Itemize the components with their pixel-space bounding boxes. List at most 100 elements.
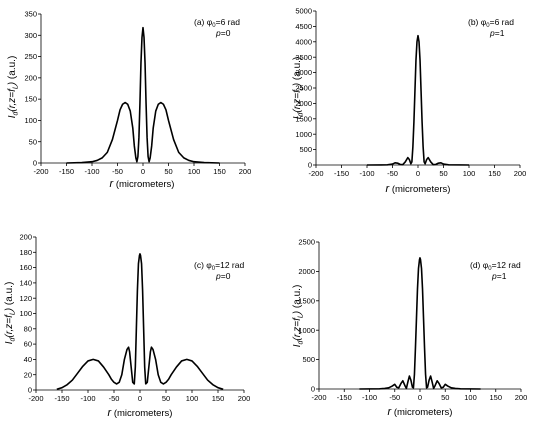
- y-tick-label: 140: [19, 279, 32, 288]
- axis-lines: [35, 237, 244, 391]
- y-tick-label: 5000: [295, 7, 312, 16]
- y-axis-unit: (a.u.): [292, 285, 303, 311]
- x-tick-label: -100: [84, 167, 99, 176]
- y-tick-label: 2000: [298, 267, 315, 276]
- phi-value: =12 rad: [492, 260, 521, 270]
- y-tick-label: 0: [308, 161, 312, 170]
- x-tick-label: 100: [186, 394, 199, 403]
- x-tick-label: 150: [213, 167, 226, 176]
- x-axis-label: r (micrometers): [110, 178, 175, 190]
- y-axis-unit: (a.u.): [4, 282, 15, 308]
- x-tick-label: -50: [387, 169, 398, 178]
- y-axis-label: Id(r,z=fL) (a.u.): [7, 56, 20, 119]
- p-annotation: p=1: [491, 271, 507, 281]
- x-tick-label: 150: [488, 169, 501, 178]
- chart-panel-b: -200 -150 -100 -50 0 50 100 150 2000500100015002…: [292, 7, 526, 195]
- x-tick-label: 200: [514, 169, 527, 178]
- y-tick-label: 350: [24, 10, 37, 19]
- y-tick-label: 200: [19, 233, 32, 242]
- y-axis-symbol: I: [7, 115, 18, 118]
- y-axis-subscript: d: [13, 111, 20, 116]
- x-tick-label: -200: [311, 393, 326, 402]
- y-axis-subscript: L: [10, 311, 17, 315]
- y-tick-label: 100: [19, 309, 32, 318]
- x-tick-label: 150: [212, 394, 225, 403]
- x-tick-label: -100: [359, 169, 374, 178]
- chart-panel-a: -200 -150 -100 -50 0 50 100 150 200 0 50 100 150 200 2…: [7, 10, 251, 190]
- x-tick-label: -200: [308, 169, 323, 178]
- x-tick-label: -100: [362, 393, 377, 402]
- y-tick-label: 250: [24, 52, 37, 61]
- x-tick-label: 0: [141, 167, 145, 176]
- p-value: =0: [221, 28, 231, 38]
- x-tick-label: -50: [109, 394, 120, 403]
- panel-annotation: (d) φ0=12 rad: [470, 260, 521, 272]
- x-tick-label: -150: [54, 394, 69, 403]
- x-tick-label: 50: [164, 167, 172, 176]
- axis-lines: [40, 14, 245, 164]
- series-line: [366, 34, 470, 166]
- y-axis-unit: (a.u.): [292, 57, 303, 83]
- y-axis-argument: (r,z=f: [7, 88, 18, 112]
- y-axis-symbol: I: [292, 116, 303, 119]
- x-axis-unit: (micrometers): [389, 184, 450, 195]
- x-axis-symbol: r: [110, 178, 115, 190]
- y-tick-label: 0: [311, 385, 315, 394]
- y-axis-label: Id(r,z=fL) (a.u.): [292, 285, 305, 348]
- y-tick-label: 3000: [295, 68, 312, 77]
- y-axis-symbol: I: [292, 344, 303, 347]
- x-axis-unit: (micrometers): [391, 407, 452, 418]
- y-tick-label: 200: [24, 73, 37, 82]
- panel-id: (c): [194, 260, 206, 270]
- x-tick-label: 100: [463, 169, 476, 178]
- p-symbol: p: [215, 271, 221, 281]
- y-tick-label: 20: [24, 370, 32, 379]
- x-tick-label: 150: [489, 393, 502, 402]
- x-tick-label: 50: [439, 169, 447, 178]
- y-tick-label: 120: [19, 294, 32, 303]
- phi-symbol: φ: [483, 260, 489, 270]
- y-tick-label: 0: [33, 159, 37, 168]
- y-tick-label: 500: [299, 145, 312, 154]
- panel-id: (d): [470, 260, 483, 270]
- y-tick-label: 2500: [298, 238, 315, 247]
- y-tick-label: 1500: [295, 114, 312, 123]
- series-line: [56, 253, 224, 391]
- y-axis-paren: ): [7, 82, 18, 86]
- phi-subscript: 0: [488, 266, 492, 272]
- panel-id: (b): [468, 17, 481, 27]
- x-tick-label: 0: [416, 169, 420, 178]
- p-value: =0: [221, 271, 231, 281]
- phi-value: =6 rad: [216, 17, 241, 27]
- x-tick-label: 200: [238, 394, 251, 403]
- y-axis-subscript: L: [13, 85, 20, 89]
- chart-panel-c: -200 -150 -100 -50 0 50 100 150 200 0 20 40 60 80 100 1…: [4, 233, 250, 419]
- y-axis-unit: (a.u.): [7, 56, 18, 82]
- p-annotation: p=1: [489, 28, 505, 38]
- x-axis-label: r (micrometers): [386, 183, 451, 195]
- panel-annotation: (b) φ0=6 rad: [468, 17, 514, 29]
- x-tick-label: 200: [239, 167, 252, 176]
- y-tick-label: 80: [24, 324, 32, 333]
- x-tick-label: -50: [112, 167, 123, 176]
- y-tick-label: 40: [24, 355, 32, 364]
- x-tick-label: -100: [80, 394, 95, 403]
- y-tick-label: 4000: [295, 37, 312, 46]
- series-line: [66, 26, 220, 164]
- x-tick-label: 100: [464, 393, 477, 402]
- y-tick-label: 1000: [298, 326, 315, 335]
- x-tick-label: 50: [441, 393, 449, 402]
- p-value: =1: [495, 28, 505, 38]
- x-tick-label: 100: [188, 167, 201, 176]
- y-tick-label: 500: [302, 355, 315, 364]
- p-annotation: p=0: [215, 271, 231, 281]
- y-axis-subscript: L: [298, 86, 305, 90]
- y-tick-label: 3500: [295, 53, 312, 62]
- y-axis-subscript: d: [10, 337, 17, 342]
- y-tick-label: 2000: [295, 99, 312, 108]
- y-tick-label: 2500: [295, 84, 312, 93]
- panel-id: (a): [194, 17, 207, 27]
- y-tick-label: 1500: [298, 296, 315, 305]
- x-axis-unit: (micrometers): [113, 179, 174, 190]
